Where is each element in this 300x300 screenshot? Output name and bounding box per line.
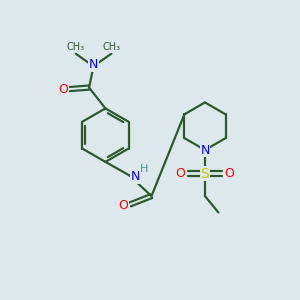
Text: O: O xyxy=(118,200,128,212)
Text: O: O xyxy=(225,167,235,180)
Text: CH₃: CH₃ xyxy=(103,42,121,52)
Text: H: H xyxy=(140,164,148,174)
Text: O: O xyxy=(58,82,68,96)
Text: N: N xyxy=(131,170,140,183)
Text: O: O xyxy=(176,167,185,180)
Text: N: N xyxy=(89,58,98,71)
Text: CH₃: CH₃ xyxy=(66,42,84,52)
Text: N: N xyxy=(200,143,210,157)
Text: S: S xyxy=(201,167,209,181)
